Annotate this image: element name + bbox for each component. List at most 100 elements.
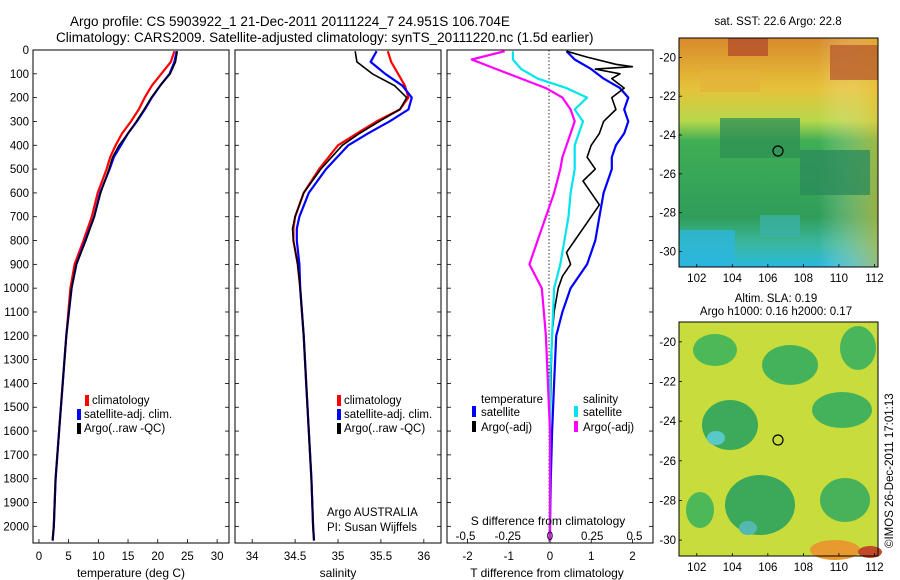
map-y-tick-label: -20 [659,52,676,64]
legend-label-climatology: climatology [344,395,402,407]
map-y-tick-label: -22 [659,91,676,103]
legend-swatch-satellite [77,409,81,420]
temperature-x-ticks: 0 5 10 15 20 25 30 [36,539,224,563]
legend-label-s-satellite: satellite [583,407,622,419]
sst-cool-patch [720,118,800,158]
salinity-panel: 34 34.5 35 35.5 36 salinity climatology sate… [234,49,442,580]
map-y-tick-label: -30 [659,535,676,547]
temperature-xlabel: temperature (deg C) [77,566,185,580]
depth-tick-label: 1400 [3,378,29,390]
series-line-3 [470,50,576,541]
map-x-tick-label: 102 [687,562,706,574]
side-stamp: ©IMOS 26-Dec-2011 17:01:13 [884,393,896,548]
map-y-tick-label: -20 [659,337,676,349]
sst-argo-location-marker [772,145,784,157]
map-x-tick-label: 104 [723,562,743,574]
depth-tick-label: 0 [23,45,29,57]
map-y-tick-label: -24 [659,130,676,142]
depth-tick-label: 1300 [3,355,29,367]
x-tick-label: 30 [211,551,224,563]
sla-high-patch [858,546,882,558]
sla-high-patch [810,540,860,560]
legend-label-s-argo: Argo(-adj) [583,422,634,434]
temperature-series [51,50,179,541]
legend-swatch-t-argo [472,421,476,432]
temperature-frame [32,49,230,544]
depth-tick-label: 1500 [3,402,29,414]
depth-tick-label: 700 [10,212,29,224]
x-tick-label: 35 [332,551,345,563]
legend-swatch-satellite [337,409,341,420]
sla-map-texture [686,326,882,560]
depth-tick-label: 800 [10,236,29,248]
map-y-tick-label: -26 [659,456,676,468]
legend-swatch-argo [337,423,341,434]
annotation-program: Argo AUSTRALIA [327,507,418,519]
depth-tick-label: 600 [10,188,29,200]
legend-label-satellite: satellite-adj. clim. [344,409,432,421]
legend-title-temperature: temperature [481,394,543,406]
legend-label-climatology: climatology [92,395,150,407]
map-x-tick-label: 110 [830,273,848,285]
sst-map-frame [678,37,879,268]
difference-legend: temperature salinity satellite Argo(-adj… [472,394,634,434]
map-x-tick-label: 106 [758,562,777,574]
x-tick-label: 0 [547,551,553,563]
annotation-pi: PI: Susan Wijffels [327,522,417,534]
s-diff-tick-label: 0 [547,531,553,543]
x-tick-label: 2 [629,551,635,563]
x-tick-label: 34 [246,551,259,563]
legend-label-t-argo: Argo(-adj) [481,422,532,434]
x-tick-label: 15 [122,551,135,563]
x-tick-label: -2 [462,551,472,563]
sla-map-title: Altim. SLA: 0.19 [735,293,817,305]
sst-map-title: sat. SST: 22.6 Argo: 22.8 [714,16,841,28]
figure-title-line2: Climatology: CARS2009. Satellite-adjuste… [56,30,594,45]
salinity-series [291,50,413,541]
x-tick-label: 36 [417,551,430,563]
salinity-difference-ticks: -0.5 -0.25 0 0.25 0.5 [456,531,643,543]
depth-tick-label: 1200 [3,331,29,343]
map-x-tick-label: 108 [794,273,813,285]
series-line-2 [51,51,179,541]
map-x-tick-label: 110 [830,562,848,574]
sst-cold-patch [760,215,800,237]
difference-series [470,50,634,541]
sla-low-patch [725,475,795,535]
s-diff-tick-label: 0.5 [626,531,642,543]
legend-swatch-climatology [85,395,89,406]
depth-tick-label: 500 [10,164,29,176]
x-tick-label: 10 [92,551,105,563]
series-line-1 [549,50,634,541]
sla-low-patch [762,345,818,385]
depth-tick-label: 100 [10,69,29,81]
s-diff-tick-label: -0.5 [456,531,476,543]
legend-swatch-argo [77,423,81,434]
legend-swatch-s-satellite [574,406,578,417]
sla-map-ticks: 102 104 106 108 110 112 -20 -22 -24 -26 -28 -30 [659,337,883,574]
sla-min-patch [739,521,757,535]
sla-low-patch [686,492,714,528]
difference-xlabel-top: S difference from climatology [471,514,626,528]
difference-panel: -2 -1 0 1 2 T difference from climatology S … [446,49,654,580]
map-y-tick-label: -28 [659,495,676,507]
depth-tick-label: 900 [10,259,29,271]
depth-tick-label: 1800 [3,474,29,486]
x-tick-label: 35.5 [370,551,392,563]
x-tick-label: 1 [588,551,594,563]
salinity-frame [234,49,442,544]
depth-tick-label: 1100 [4,307,29,319]
sst-warm-patch [700,70,760,92]
sst-warm-patch [728,38,768,56]
depth-tick-label: 1000 [3,283,29,295]
legend-label-argo: Argo(..raw -QC) [344,423,425,435]
depth-tick-label: 1700 [3,450,29,462]
salinity-legend: climatology satellite-adj. clim. Argo(..… [337,395,432,435]
legend-swatch-t-satellite [472,406,476,417]
salinity-xlabel: salinity [320,566,357,580]
sla-map-panel: Altim. SLA: 0.19 Argo h1000: 0.16 h2000:… [659,293,883,574]
sst-warm-patch [830,45,878,80]
difference-x-ticks: -2 -1 0 1 2 [462,539,636,563]
s-diff-tick-label: -0.25 [495,531,521,543]
